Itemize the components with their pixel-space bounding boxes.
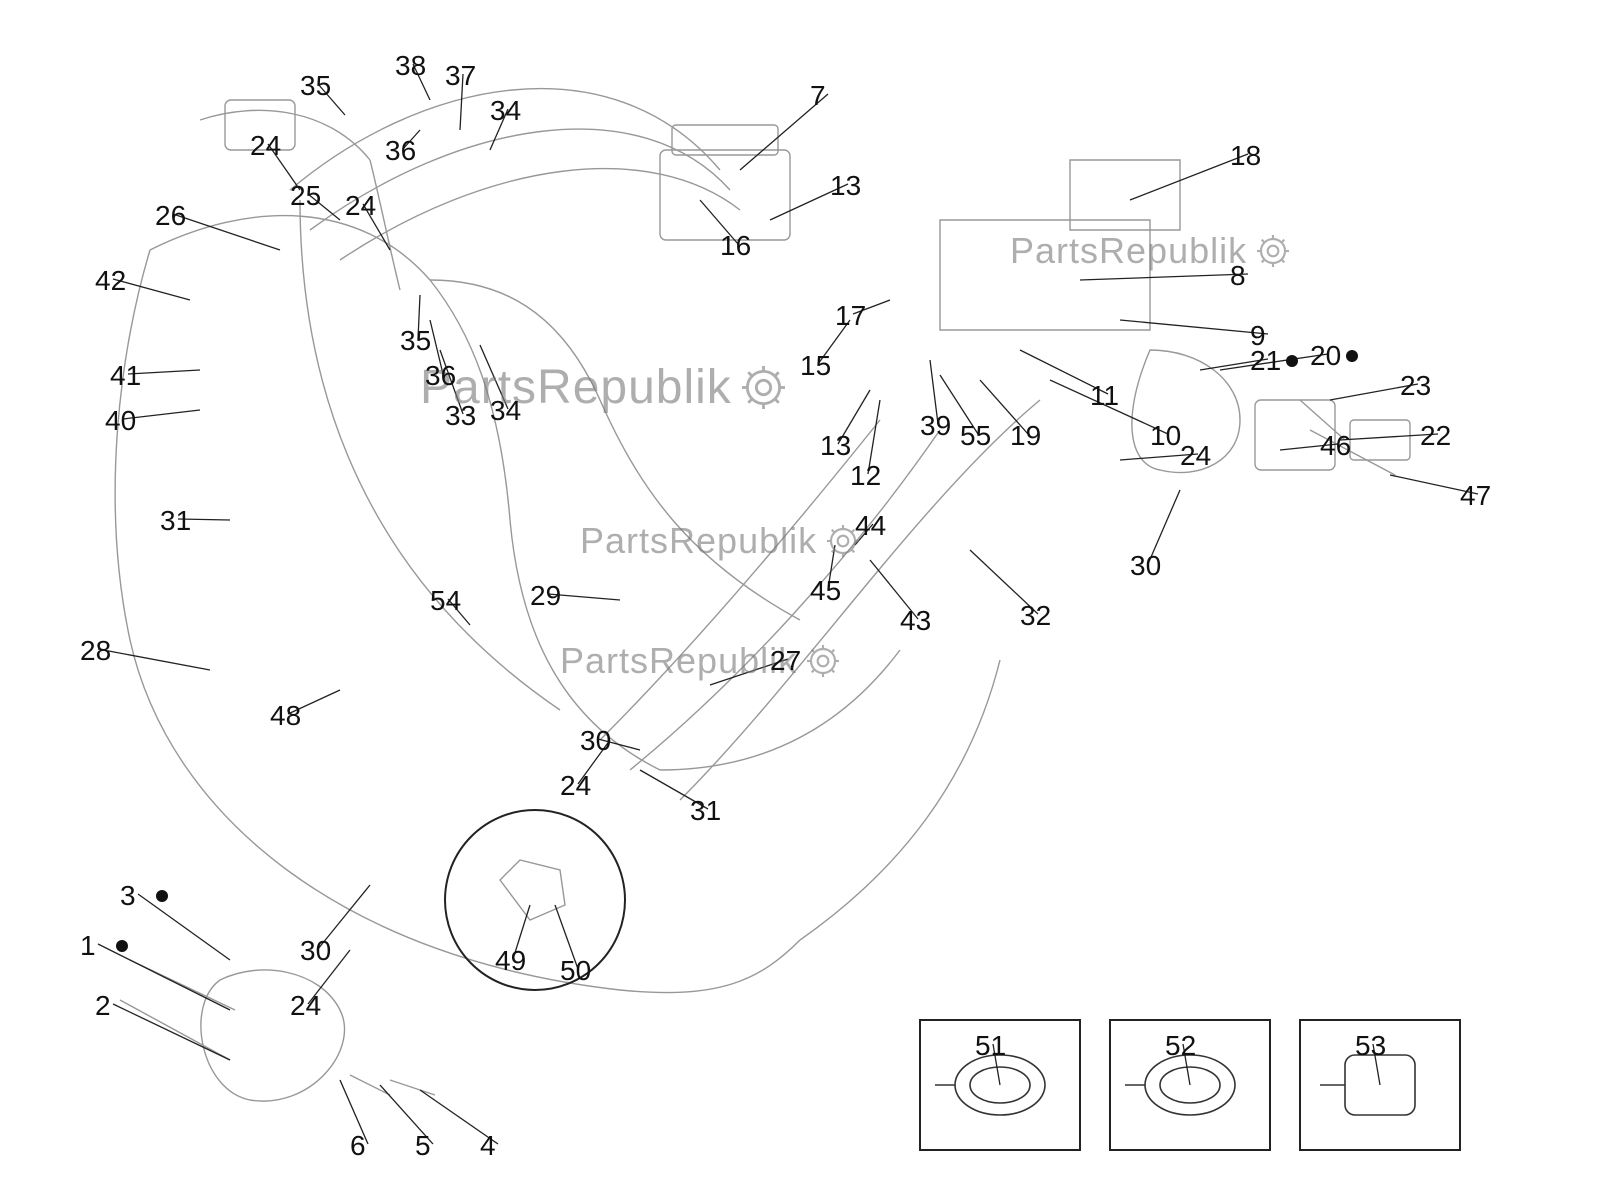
leader-line xyxy=(1120,320,1268,334)
leader-line xyxy=(413,64,430,100)
leader-line xyxy=(740,94,828,170)
overlay-svg xyxy=(0,0,1600,1200)
detail-circle xyxy=(445,810,625,990)
leader-line xyxy=(490,109,508,150)
leader-line xyxy=(128,370,200,374)
leader-line xyxy=(1280,444,1338,450)
leader-line xyxy=(1120,454,1198,460)
leader-line xyxy=(818,320,850,364)
leader-line xyxy=(138,894,230,960)
leader-line xyxy=(98,649,210,670)
leader-line xyxy=(403,130,420,149)
leader-line xyxy=(1050,380,1168,434)
leader-line xyxy=(460,74,463,130)
leader-line xyxy=(1340,434,1438,440)
callout-dot-icon xyxy=(156,890,168,902)
leader-line xyxy=(940,375,978,434)
leader-line xyxy=(1220,354,1328,370)
leader-line xyxy=(993,1044,1000,1085)
leader-line xyxy=(440,350,463,414)
leader-line xyxy=(970,550,1038,614)
leader-line xyxy=(700,200,738,244)
leader-line xyxy=(838,390,870,444)
leader-line xyxy=(113,1004,230,1060)
leader-line xyxy=(578,740,610,784)
leader-line xyxy=(448,599,470,625)
leader-line xyxy=(548,594,620,600)
leader-line xyxy=(288,690,340,714)
leader-line xyxy=(98,944,230,1010)
leader-line xyxy=(828,545,835,589)
leader-line xyxy=(980,380,1028,434)
leader-line xyxy=(1130,154,1248,200)
leader-line xyxy=(340,1080,368,1144)
leader-line xyxy=(318,84,345,115)
leader-line xyxy=(640,770,708,809)
callout-dot-icon xyxy=(1286,355,1298,367)
leader-line xyxy=(870,560,918,619)
leader-line xyxy=(308,194,340,220)
callout-dot-icon xyxy=(116,940,128,952)
leader-line xyxy=(1183,1044,1190,1085)
leader-line xyxy=(123,410,200,419)
leader-line xyxy=(855,524,873,545)
leader-line xyxy=(930,360,938,424)
callout-dot-icon xyxy=(1346,350,1358,362)
leader-line xyxy=(513,905,530,959)
leader-line xyxy=(770,184,848,220)
leader-line xyxy=(1390,475,1478,494)
leader-line xyxy=(1373,1044,1380,1085)
leader-line xyxy=(1330,384,1418,400)
leader-line xyxy=(853,300,890,314)
leader-line xyxy=(710,659,788,685)
leader-line xyxy=(868,400,880,474)
leader-line xyxy=(318,885,370,949)
leader-line xyxy=(268,144,300,190)
leader-line xyxy=(420,1090,498,1144)
leader-line xyxy=(480,345,508,409)
leader-line xyxy=(1080,274,1248,280)
leader-line xyxy=(1148,490,1180,564)
leader-line xyxy=(113,279,190,300)
leader-line xyxy=(418,295,420,339)
leader-line xyxy=(363,204,390,250)
leader-line xyxy=(308,950,350,1004)
diagram-canvas: PartsRepublikPartsRepublikPartsRepublikP… xyxy=(0,0,1600,1200)
leader-line xyxy=(173,214,280,250)
leader-line xyxy=(555,905,578,969)
leader-line xyxy=(178,519,230,520)
leader-line xyxy=(430,320,443,374)
leader-line xyxy=(1020,350,1108,394)
